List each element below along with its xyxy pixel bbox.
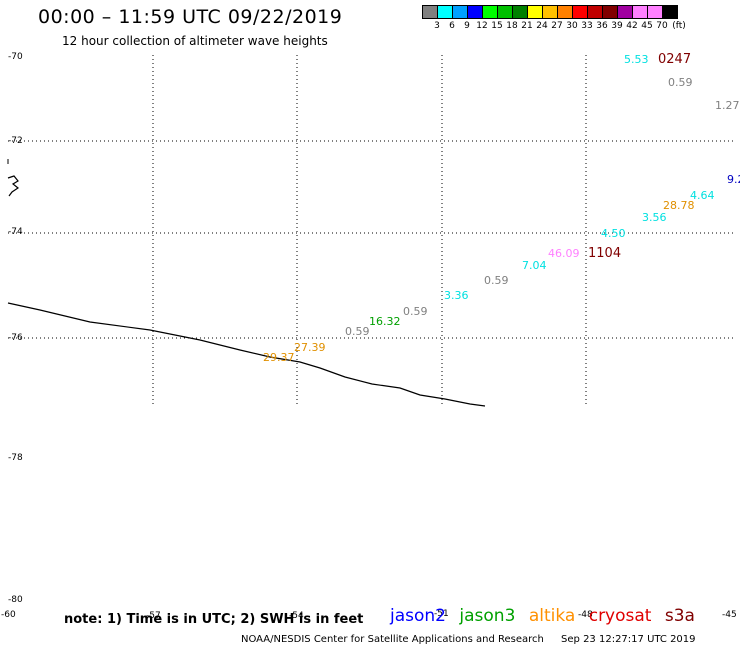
satellite-cryosat: cryosat (588, 606, 652, 626)
legend-tick-label: 33 (581, 21, 593, 31)
coastline-fragment (7, 175, 20, 197)
swh-reading: 0.59 (668, 76, 693, 89)
credit-footer: NOAA/NESDIS Center for Satellite Applica… (241, 634, 696, 645)
color-legend: 3 6 9 12 15 18 21 24 27 30 33 36 39 42 45 70 (ft) (422, 5, 740, 31)
swh-reading: 29.37 (263, 351, 295, 364)
legend-color-bar (422, 5, 740, 19)
satellite-altika: altika (528, 606, 576, 626)
satellite-jason3: jason3 (459, 606, 516, 626)
swh-reading: 28.78 (663, 199, 695, 212)
satellite-jason2: jason2 (390, 606, 446, 626)
swh-reading: 46.09 (548, 247, 580, 260)
lat-label: -80 (8, 595, 23, 605)
swh-reading: 16.32 (369, 315, 401, 328)
lon-label: -60 (1, 610, 16, 620)
lat-label: -70 (8, 52, 23, 62)
legend-tick-label: 39 (611, 21, 623, 31)
swh-reading: 0.59 (484, 274, 509, 287)
legend-tick-label: 42 (626, 21, 638, 31)
swh-reading: 3.36 (444, 289, 469, 302)
coastline (7, 302, 486, 407)
lon-label: -54 (289, 611, 304, 621)
legend-labels: 3 6 9 12 15 18 21 24 27 30 33 36 39 42 45 70 (ft) (422, 19, 740, 31)
legend-tick-label: 3 (434, 21, 440, 31)
swh-reading: 1.27 (715, 99, 740, 112)
legend-tick-label: 45 (641, 21, 653, 31)
legend-swatch (662, 5, 678, 19)
legend-tick-label: 9 (464, 21, 470, 31)
legend-tick-label: 27 (551, 21, 563, 31)
map-grid (8, 55, 735, 405)
lon-label: -57 (146, 611, 161, 621)
lat-label: -78 (8, 453, 23, 463)
swh-reading: 0.59 (345, 325, 370, 338)
legend-tick-label: 12 (476, 21, 488, 31)
satellite-legend: jason2 jason3 altika cryosat s3a (390, 606, 703, 626)
pass-time-label: 1104 (588, 246, 621, 261)
swh-reading: 5.53 (624, 53, 649, 66)
satellite-s3a: s3a (664, 606, 695, 626)
wave-readings: 5.53 0.59 1.27 9.2 4.64 28.78 3.56 4.50 … (263, 53, 740, 364)
swh-reading: 7.04 (522, 259, 547, 272)
lon-label: -51 (434, 609, 449, 619)
legend-tick-label: 21 (521, 21, 533, 31)
legend-tick-label: 6 (449, 21, 455, 31)
swh-reading: 0.59 (403, 305, 428, 318)
lon-label: -48 (578, 610, 593, 620)
units-note: note: 1) Time is in UTC; 2) SWH is in fe… (64, 612, 364, 627)
swh-reading: 4.64 (690, 189, 715, 202)
swh-reading: 3.56 (642, 211, 667, 224)
swh-reading: 27.39 (294, 341, 326, 354)
map-title: 00:00 – 11:59 UTC 09/22/2019 (38, 6, 343, 28)
credit-text: NOAA/NESDIS Center for Satellite Applica… (241, 634, 544, 645)
timestamp: Sep 23 12:27:17 UTC 2019 (561, 634, 696, 645)
legend-tick-label: 24 (536, 21, 548, 31)
swh-reading: 4.50 (601, 227, 626, 240)
lat-label: -74 (8, 227, 23, 237)
legend-tick-label: 15 (491, 21, 503, 31)
legend-tick-label: 36 (596, 21, 608, 31)
map-subtitle: 12 hour collection of altimeter wave hei… (62, 34, 328, 48)
swh-reading: 9.2 (727, 173, 740, 186)
lat-label: -72 (8, 136, 23, 146)
lat-label: -76 (8, 333, 23, 343)
legend-unit-label: (ft) (672, 21, 686, 31)
legend-tick-label: 30 (566, 21, 578, 31)
legend-tick-label: 70 (656, 21, 668, 31)
lon-label: -45 (722, 610, 737, 620)
pass-time-label: 0247 (658, 52, 691, 67)
legend-tick-label: 18 (506, 21, 518, 31)
